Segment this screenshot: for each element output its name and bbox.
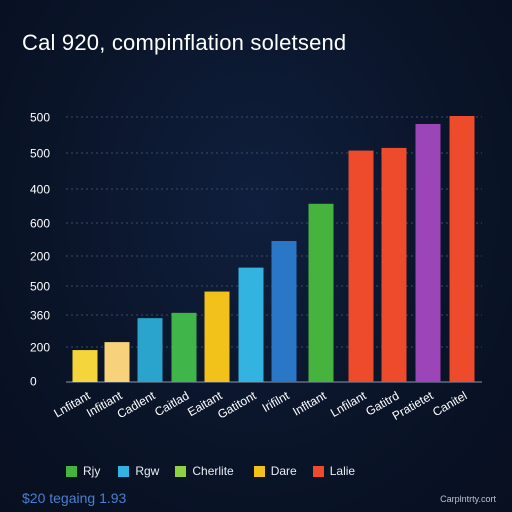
legend-item: Lalie xyxy=(312,464,356,478)
bar xyxy=(449,116,475,382)
bar xyxy=(271,241,297,382)
legend-swatch xyxy=(253,465,265,477)
chart-title: Cal 920, compinflation soletsend xyxy=(22,30,347,55)
legend-label: Lalie xyxy=(329,464,356,478)
y-tick-label: 500 xyxy=(30,280,50,294)
footer-credit: Carplntrty.cort xyxy=(440,494,496,504)
legend: Rjy Rgw Cherlite Dare Lalie xyxy=(66,464,355,478)
bar xyxy=(204,291,230,382)
x-tick-label: Canitel xyxy=(430,388,469,419)
y-tick-label: 360 xyxy=(30,309,50,323)
y-tick-label: 200 xyxy=(30,250,50,264)
x-tick-label: Irifilnt xyxy=(260,388,292,415)
legend-swatch xyxy=(175,465,187,477)
x-tick-label: Caitlad xyxy=(152,388,191,419)
legend-swatch xyxy=(66,465,77,477)
y-tick-label: 400 xyxy=(30,183,50,197)
bar xyxy=(348,150,374,382)
footer-note: $20 tegaing 1.93 xyxy=(22,490,127,506)
bar xyxy=(381,147,407,382)
legend-label: Rgw xyxy=(135,464,160,478)
x-tick-label: Gatitont xyxy=(215,388,259,421)
legend-label: Cherlite xyxy=(192,464,234,478)
legend-swatch xyxy=(312,465,324,477)
bar xyxy=(171,312,197,382)
legend-item: Rjy xyxy=(66,464,100,478)
legend-item: Rgw xyxy=(118,464,159,478)
bar xyxy=(137,318,163,382)
legend-swatch xyxy=(118,465,130,477)
legend-label: Rjy xyxy=(83,464,101,478)
legend-item: Dare xyxy=(253,464,297,478)
legend-item: Cherlite xyxy=(175,464,234,478)
y-tick-label: 500 xyxy=(30,147,50,161)
x-tick-label: Lnfitant xyxy=(51,388,93,420)
y-tick-label: 500 xyxy=(30,111,50,125)
y-tick-label: 200 xyxy=(30,341,50,355)
bar xyxy=(415,123,441,382)
bar xyxy=(238,267,264,382)
x-tick-label: Infltant xyxy=(290,388,329,418)
bar xyxy=(72,350,98,382)
bar xyxy=(104,342,130,382)
bar xyxy=(308,203,334,382)
y-tick-label: 0 xyxy=(30,375,37,389)
x-tick-label: Cadlent xyxy=(115,388,158,421)
x-tick-label: Lnfilant xyxy=(328,388,369,420)
legend-label: Dare xyxy=(270,464,297,478)
y-tick-label: 600 xyxy=(30,217,50,231)
